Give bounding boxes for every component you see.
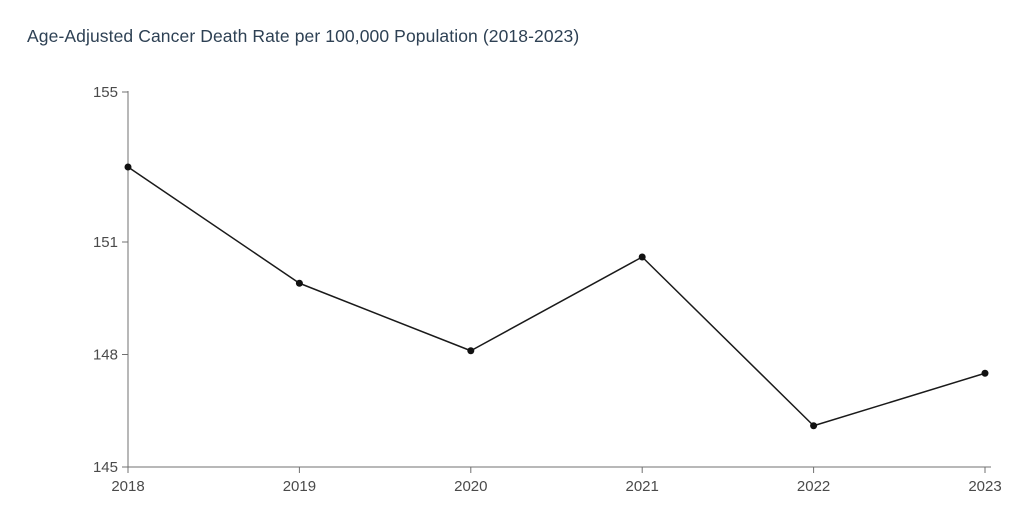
data-point [810, 422, 818, 430]
y-tick-label: 151 [93, 234, 118, 251]
data-point [981, 369, 989, 377]
data-point [638, 253, 646, 261]
y-tick-label: 155 [93, 84, 118, 101]
data-point [467, 347, 475, 355]
x-tick-label: 2022 [797, 478, 830, 495]
data-point [295, 279, 303, 287]
x-tick-label: 2021 [626, 478, 659, 495]
y-tick-label: 145 [93, 459, 118, 476]
x-tick-label: 2019 [283, 478, 316, 495]
x-tick-label: 2023 [968, 478, 1001, 495]
x-tick-label: 2018 [111, 478, 144, 495]
chart-line [127, 166, 986, 427]
chart-title: Age-Adjusted Cancer Death Rate per 100,0… [27, 26, 580, 46]
data-point [124, 163, 132, 171]
y-tick-label: 148 [93, 347, 118, 364]
x-tick-label: 2020 [454, 478, 487, 495]
